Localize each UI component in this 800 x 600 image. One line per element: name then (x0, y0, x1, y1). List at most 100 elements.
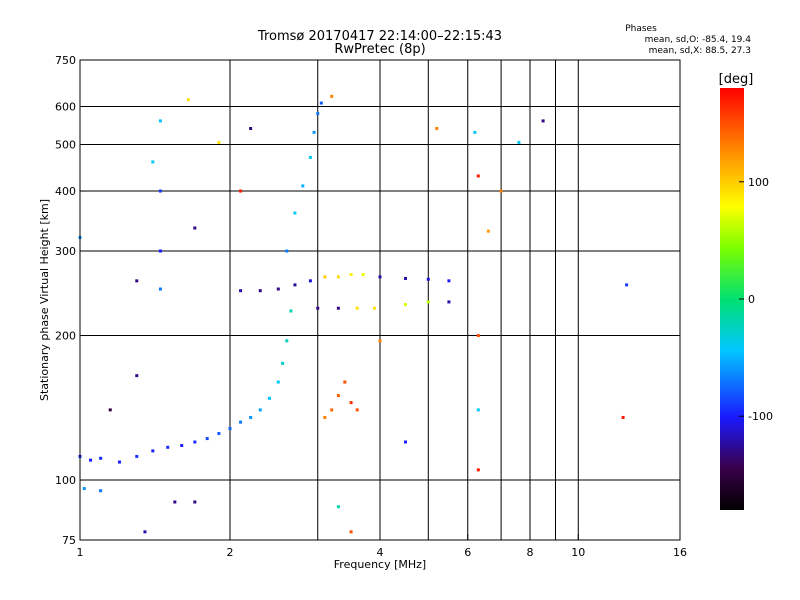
data-point (143, 530, 147, 534)
data-point (476, 468, 480, 472)
data-point (293, 211, 297, 215)
chart-title: Tromsø 20170417 22:14:00–22:15:43 (257, 29, 502, 44)
data-point (217, 140, 221, 144)
data-point (499, 189, 503, 193)
data-point (249, 126, 253, 130)
x-tick-label: 16 (673, 546, 687, 559)
data-point (166, 445, 170, 449)
data-point (217, 432, 221, 436)
data-point (89, 458, 93, 462)
data-point (517, 140, 521, 144)
data-point (541, 119, 545, 123)
data-point (355, 306, 359, 310)
data-point (343, 380, 347, 384)
phase-stats-x: mean, sd,X: 88.5, 27.3 (649, 46, 751, 56)
data-point (151, 160, 155, 164)
data-point (108, 408, 112, 412)
data-point (349, 401, 353, 405)
data-points (78, 94, 629, 534)
data-point (336, 275, 340, 279)
data-point (258, 289, 262, 293)
data-point (316, 112, 320, 116)
data-point (426, 277, 430, 281)
data-point (135, 279, 139, 283)
chart-subtitle: RwPretec (8p) (334, 42, 425, 57)
data-point (486, 229, 490, 233)
data-point (285, 339, 289, 343)
data-point (82, 487, 86, 491)
y-tick-label: 300 (55, 245, 76, 258)
data-point (193, 226, 197, 230)
data-point (267, 396, 271, 400)
data-point (312, 130, 316, 134)
data-point (158, 119, 162, 123)
y-tick-label: 400 (55, 185, 76, 198)
y-axis-label: Stationary phase Virtual Height [km] (38, 199, 51, 401)
y-tick-label: 750 (55, 54, 76, 67)
data-point (336, 394, 340, 398)
data-point (308, 155, 312, 159)
data-point (336, 306, 340, 310)
data-point (361, 273, 365, 277)
data-point (281, 361, 285, 365)
data-point (621, 415, 625, 419)
data-point (319, 101, 323, 105)
data-point (285, 249, 289, 253)
data-point (308, 279, 312, 283)
y-tick-label: 75 (62, 534, 76, 547)
data-point (249, 415, 253, 419)
data-point (173, 500, 177, 504)
x-tick-label: 8 (527, 546, 534, 559)
y-tick-label: 500 (55, 139, 76, 152)
data-point (403, 303, 407, 307)
data-point (476, 408, 480, 412)
y-tick-label: 600 (55, 101, 76, 114)
data-point (158, 189, 162, 193)
data-point (323, 275, 327, 279)
data-point (228, 427, 232, 431)
data-point (378, 275, 382, 279)
data-point (258, 408, 262, 412)
x-tick-label: 10 (571, 546, 585, 559)
data-point (323, 415, 327, 419)
y-tick-label: 200 (55, 330, 76, 343)
data-point (135, 454, 139, 458)
data-point (117, 460, 121, 464)
colorbar-tick-label: -100 (748, 410, 773, 423)
data-point (239, 289, 243, 293)
data-point (403, 276, 407, 280)
data-point (276, 287, 280, 291)
colorbar-tick-label: 100 (748, 176, 769, 189)
axis-ticks: 1 2 4 6 8 10 16 75 100 200 300 400 500 600 750 (55, 54, 687, 559)
data-point (355, 408, 359, 412)
data-point (99, 489, 103, 493)
data-point (293, 283, 297, 287)
x-axis-label: Frequency [MHz] (334, 558, 426, 571)
x-tick-label: 2 (227, 546, 234, 559)
data-point (336, 505, 340, 509)
data-point (447, 300, 451, 304)
colorbar-label: [deg] (719, 72, 754, 87)
data-point (239, 420, 243, 424)
phase-stats-o: mean, sd,O: -85.4, 19.4 (645, 35, 752, 45)
data-point (180, 444, 184, 448)
data-point (289, 309, 293, 313)
data-point (426, 300, 430, 304)
data-point (330, 94, 334, 98)
data-point (135, 374, 139, 378)
data-point (151, 449, 155, 453)
data-point (373, 306, 377, 310)
colorbar-tick-label: 0 (748, 293, 755, 306)
data-point (330, 408, 334, 412)
data-point (193, 440, 197, 444)
data-point (99, 456, 103, 460)
data-point (239, 189, 243, 193)
y-tick-label: 100 (55, 474, 76, 487)
data-point (276, 380, 280, 384)
data-point (301, 184, 305, 188)
data-point (476, 174, 480, 178)
data-point (435, 126, 439, 130)
data-point (625, 283, 629, 287)
data-point (186, 98, 190, 102)
colorbar-ticks: 100 0 -100 (739, 176, 773, 423)
